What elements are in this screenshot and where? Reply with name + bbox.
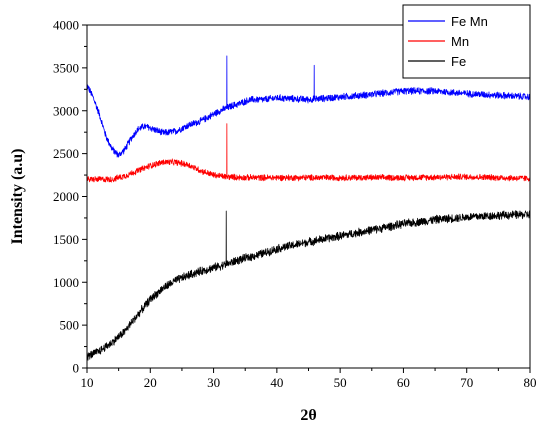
x-tick-label: 70 [460,375,473,390]
y-axis-title: Intensity (a.u) [9,148,26,244]
x-tick-label: 20 [144,375,157,390]
y-tick-label: 500 [60,318,80,333]
legend-label: Fe Mn [451,14,488,29]
legend-label: Mn [451,34,469,49]
y-tick-label: 3500 [53,60,79,75]
series-line-2 [87,123,530,183]
x-tick-label: 40 [270,375,283,390]
y-tick-label: 3000 [53,103,79,118]
plot-lines [87,55,530,361]
legend: Fe Mn Mn Fe [402,4,531,79]
y-tick-label: 0 [73,361,80,376]
y-tick-label: 2000 [53,189,79,204]
x-tick-label: 30 [207,375,220,390]
series-line-3 [87,210,530,361]
series-line-1 [87,55,530,158]
x-tick-label: 80 [524,375,537,390]
axis-ticks: 10 20 30 40 50 60 70 80 0 500 1000 1500 2000 2500 3000… [53,18,537,391]
y-tick-label: 1000 [53,275,79,290]
y-tick-label: 4000 [53,18,79,33]
y-tick-label: 2500 [53,146,79,161]
legend-label: Fe [451,54,466,69]
y-tick-label: 1500 [53,232,79,247]
x-tick-label: 50 [334,375,347,390]
x-tick-label: 60 [397,375,410,390]
x-tick-label: 10 [81,375,94,390]
x-axis-title: 2θ [300,407,316,424]
